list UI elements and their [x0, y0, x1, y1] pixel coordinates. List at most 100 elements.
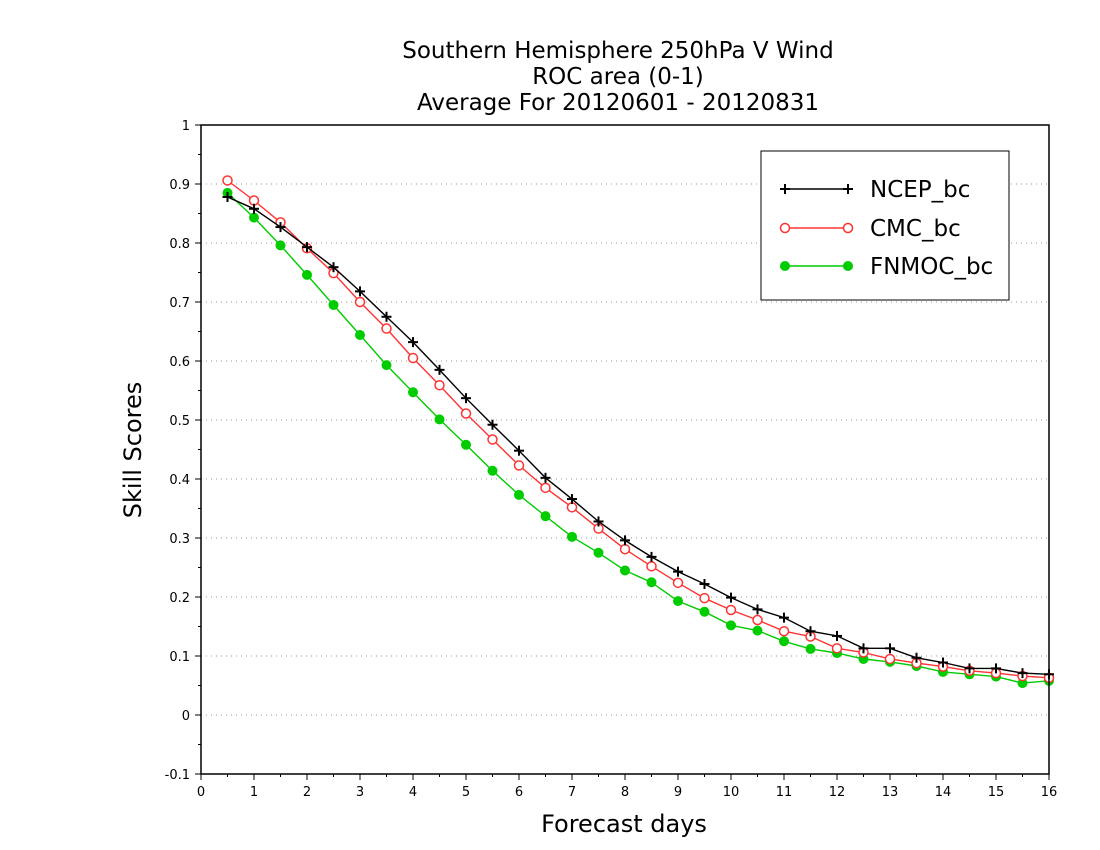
- data-point-plus: [328, 262, 339, 273]
- x-tick-label: 3: [356, 785, 364, 800]
- data-point-open-circle: [619, 543, 631, 555]
- legend-label: CMC_bc: [870, 216, 961, 242]
- y-tick-label: 0.9: [169, 178, 190, 193]
- y-tick-label: 0.6: [169, 355, 190, 370]
- legend-item: FNMOC_bc: [780, 254, 993, 280]
- legend-item: CMC_bc: [779, 216, 961, 242]
- data-point-plus: [222, 191, 233, 202]
- data-point-filled-circle: [408, 387, 418, 398]
- data-point-open-circle: [672, 577, 684, 589]
- y-tick-label: 0.2: [169, 591, 190, 606]
- x-tick-label: 11: [776, 785, 793, 800]
- data-point-open-circle: [354, 296, 366, 308]
- data-point-open-circle: [778, 625, 790, 637]
- data-point-filled-circle: [699, 606, 710, 617]
- data-point-plus: [843, 184, 853, 194]
- legend-label: NCEP_bc: [870, 177, 970, 203]
- y-tick-label: 0.3: [169, 532, 190, 547]
- data-point-plus: [620, 535, 630, 546]
- chart-title: Southern Hemisphere 250hPa V Wind ROC ar…: [402, 38, 833, 116]
- data-point-open-circle: [831, 643, 843, 654]
- x-tick-label: 12: [829, 785, 846, 800]
- data-point-open-circle: [248, 195, 260, 206]
- x-tick-label: 14: [935, 785, 952, 800]
- data-point-open-circle: [487, 434, 498, 445]
- y-tick-label: 1: [182, 119, 190, 134]
- data-point-open-circle: [460, 408, 472, 419]
- data-point-plus: [911, 652, 922, 663]
- data-point-plus: [673, 566, 683, 577]
- data-point-filled-circle: [805, 643, 816, 654]
- y-axis-ticks: -0.1 0 0.1 0.2 0.3 0.4 0.5 0.6 0.7 0.8 0.9 1: [165, 119, 201, 783]
- data-point-plus: [991, 663, 1001, 674]
- data-point-plus: [646, 551, 657, 562]
- data-point-filled-circle: [249, 212, 259, 223]
- title-line-3: Average For 20120601 - 20120831: [417, 90, 819, 116]
- series-line: [227, 196, 1050, 675]
- title-line-1: Southern Hemisphere 250hPa V Wind: [402, 38, 833, 64]
- data-point-open-circle: [779, 222, 791, 234]
- x-tick-label: 8: [621, 785, 629, 800]
- data-point-plus: [540, 472, 551, 483]
- data-point-filled-circle: [487, 465, 498, 476]
- data-point-filled-circle: [673, 596, 683, 607]
- data-point-open-circle: [842, 222, 854, 234]
- data-point-plus: [275, 222, 286, 233]
- data-point-plus: [964, 663, 975, 674]
- data-point-open-circle: [407, 352, 419, 364]
- x-tick-label: 0: [197, 785, 205, 800]
- legend-box: [760, 150, 1010, 301]
- x-tick-label: 15: [988, 785, 1005, 800]
- y-tick-label: 0.4: [169, 473, 190, 488]
- data-point-open-circle: [699, 592, 710, 604]
- x-tick-label: 1: [250, 785, 258, 800]
- data-point-open-circle: [381, 323, 392, 334]
- x-tick-label: 9: [674, 785, 682, 800]
- x-axis-label: Forecast days: [541, 810, 707, 838]
- x-tick-label: 6: [515, 785, 523, 800]
- y-tick-label: -0.1: [165, 768, 190, 783]
- data-point-plus: [780, 184, 790, 194]
- x-tick-label: 5: [462, 785, 470, 800]
- y-tick-label: 0.1: [169, 650, 190, 665]
- data-point-filled-circle: [355, 330, 365, 341]
- data-point-plus: [832, 630, 842, 641]
- series-ncep-bc: [222, 191, 1054, 680]
- title-line-2: ROC area (0-1): [532, 64, 704, 90]
- data-point-plus: [408, 337, 418, 348]
- data-point-open-circle: [646, 561, 657, 572]
- data-point-plus: [938, 657, 948, 668]
- data-point-filled-circle: [843, 261, 853, 271]
- data-point-plus: [434, 364, 445, 375]
- data-point-open-circle: [513, 460, 525, 471]
- y-tick-label: 0.5: [169, 414, 190, 429]
- legend-item: NCEP_bc: [780, 177, 970, 203]
- data-point-filled-circle: [567, 531, 577, 542]
- data-point-filled-circle: [514, 489, 524, 500]
- data-point-filled-circle: [302, 269, 312, 280]
- data-point-filled-circle: [726, 620, 736, 631]
- data-point-plus: [858, 643, 869, 654]
- data-point-filled-circle: [780, 261, 790, 271]
- data-point-open-circle: [434, 379, 445, 391]
- data-point-open-circle: [752, 614, 763, 626]
- data-point-plus: [355, 286, 365, 297]
- y-tick-label: 0.8: [169, 237, 190, 252]
- data-point-filled-circle: [646, 577, 657, 588]
- legend-label: FNMOC_bc: [870, 254, 993, 280]
- data-point-filled-circle: [328, 299, 339, 310]
- data-point-plus: [779, 612, 789, 623]
- legend: NCEP_bc CMC_bc FNMOC_bc: [760, 150, 1010, 301]
- data-point-filled-circle: [540, 511, 551, 522]
- data-point-filled-circle: [779, 636, 789, 647]
- data-point-plus: [461, 393, 471, 404]
- data-point-plus: [487, 419, 498, 430]
- data-point-plus: [381, 311, 392, 322]
- data-point-filled-circle: [620, 565, 630, 576]
- data-point-plus: [805, 626, 816, 637]
- data-point-plus: [1017, 668, 1028, 679]
- data-point-filled-circle: [461, 439, 471, 450]
- data-point-filled-circle: [593, 547, 604, 558]
- y-tick-label: 0.7: [169, 296, 190, 311]
